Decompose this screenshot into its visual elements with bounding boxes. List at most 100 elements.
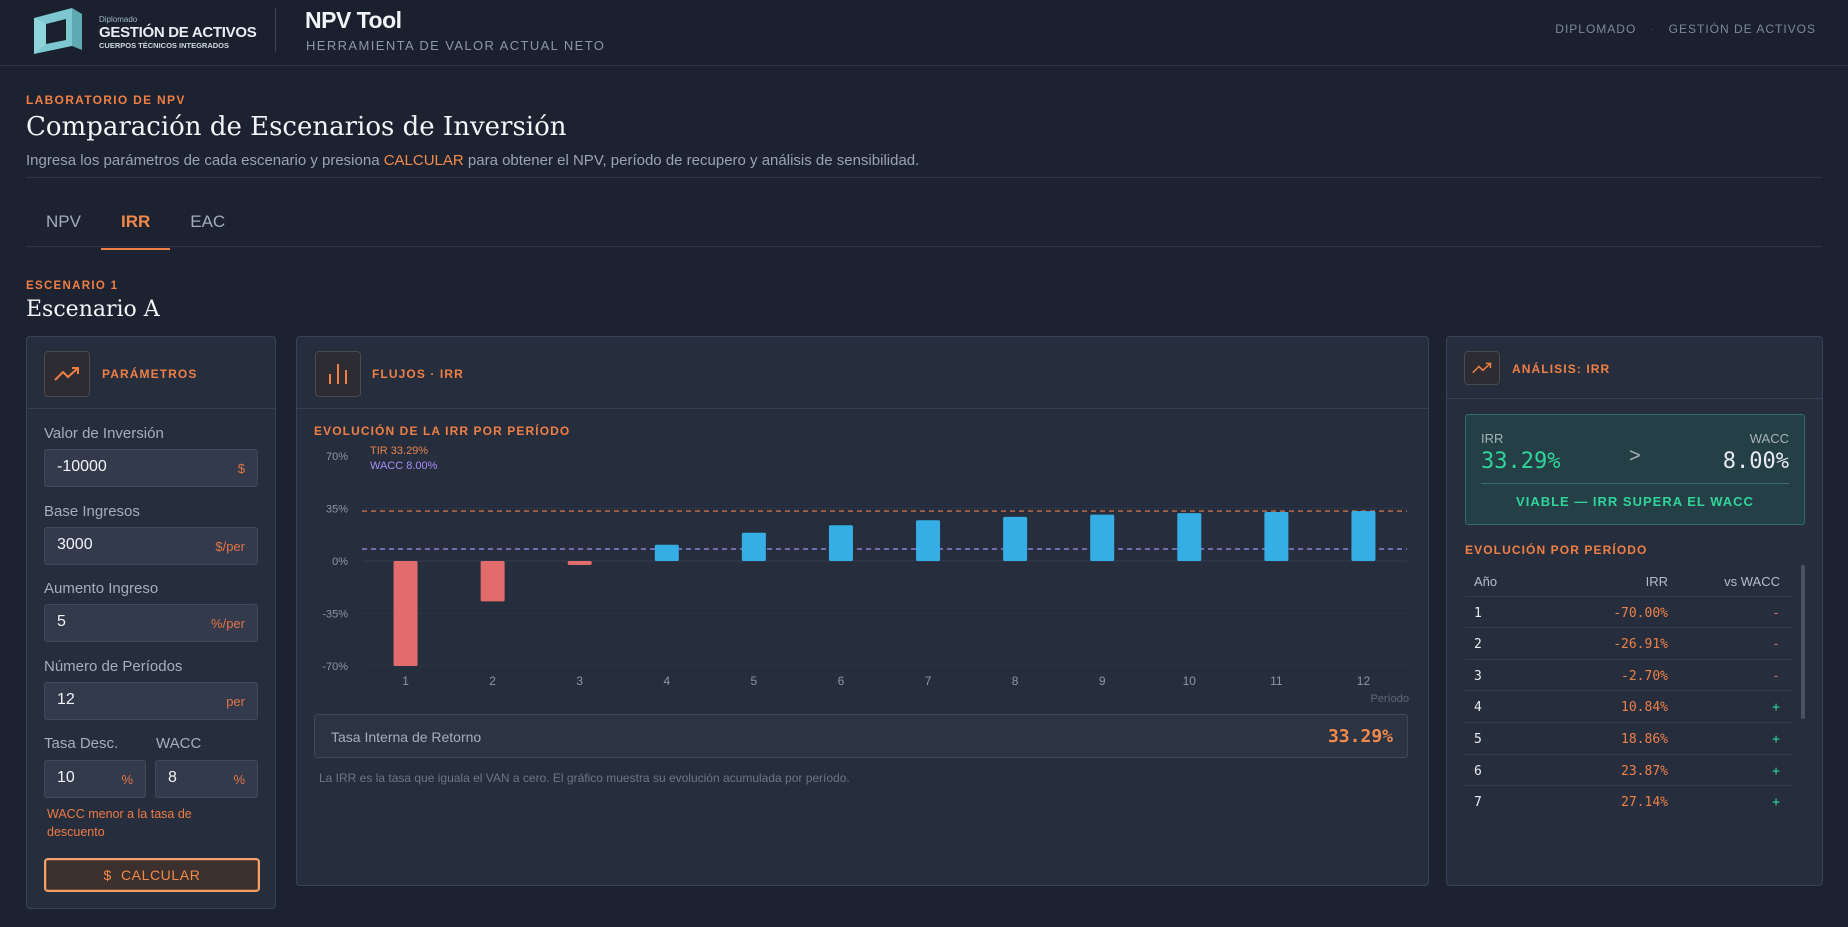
periods-field[interactable]: per (44, 682, 258, 720)
irr-vs-wacc-summary: IRR 33.29% > WACC 8.00% VIABLE — IRR SUP… (1465, 414, 1805, 525)
irr-bar (480, 561, 505, 602)
top-bar: Diplomado GESTIÓN DE ACTIVOS CUERPOS TÉC… (0, 0, 1848, 66)
x-tick-label: 1 (402, 674, 409, 688)
x-tick-label: 5 (751, 674, 758, 688)
row-year: 6 (1474, 763, 1482, 779)
x-tick-label: 11 (1270, 674, 1283, 688)
discount-rate-field[interactable]: % (44, 760, 146, 798)
table-header-row: Año IRR vs WACC (1465, 565, 1792, 597)
investment-field[interactable]: $ (44, 449, 258, 487)
x-tick-label: 9 (1099, 674, 1106, 688)
row-irr: 18.86% (1621, 731, 1668, 747)
wacc-input[interactable] (168, 769, 219, 787)
parameters-header: PARÁMETROS (102, 367, 198, 381)
wacc-warning-message: WACC menor a la tasa de descuento (47, 807, 192, 839)
irr-evolution-table[interactable]: Año IRR vs WACC 1 -70.00% - 2 -26.91% - … (1465, 565, 1792, 818)
table-row: 2 -26.91% - (1465, 628, 1792, 660)
base-income-input[interactable] (57, 536, 185, 554)
analysis-header: ANÁLISIS: IRR (1512, 362, 1611, 376)
viability-verdict: VIABLE — IRR SUPERA EL WACC (1516, 494, 1754, 509)
bar-chart-icon (315, 351, 361, 397)
y-tick-label: -70% (322, 661, 348, 673)
desc-highlight: CALCULAR (383, 152, 464, 169)
irr-result-bar: Tasa Interna de Retorno 33.29% (314, 714, 1408, 758)
x-tick-label: 4 (663, 674, 670, 688)
scenario-eyebrow: ESCENARIO 1 (26, 280, 119, 292)
tab-eac[interactable]: EAC (190, 212, 226, 231)
table-row: 5 18.86% + (1465, 723, 1792, 755)
x-tick-label: 12 (1357, 674, 1371, 688)
chart-footnote: La IRR es la tasa que iguala el VAN a ce… (319, 771, 850, 785)
income-increase-input[interactable] (57, 613, 185, 631)
irr-result-label: Tasa Interna de Retorno (331, 729, 482, 745)
x-tick-label: 3 (576, 674, 583, 688)
app-title: NPV Tool (305, 7, 402, 33)
evolution-label: EVOLUCIÓN POR PERÍODO (1465, 543, 1648, 557)
chart-subtitle: EVOLUCIÓN DE LA IRR POR PERÍODO (314, 424, 571, 438)
logo-cube-icon (34, 8, 82, 54)
table-scrollbar[interactable] (1801, 565, 1805, 719)
lab-eyebrow: LABORATORIO DE NPV (26, 93, 186, 107)
tab-irr[interactable]: IRR (100, 204, 171, 250)
periods-label: Número de Períodos (44, 658, 183, 675)
row-year: 1 (1474, 605, 1482, 621)
brand-logo[interactable]: Diplomado GESTIÓN DE ACTIVOS CUERPOS TÉC… (99, 15, 257, 50)
x-axis-label: Período (1370, 693, 1409, 704)
row-vs-wacc: + (1772, 763, 1780, 779)
brand-name: GESTIÓN DE ACTIVOS (99, 24, 257, 41)
tab-divider (26, 246, 1822, 247)
periods-input[interactable] (57, 691, 185, 709)
irr-bar (1177, 513, 1202, 561)
legend-entry: WACC 8.00% (370, 460, 438, 472)
row-vs-wacc: + (1772, 795, 1780, 811)
table-row: 7 27.14% + (1465, 786, 1792, 818)
irr-bar-chart: 70%35%0%-35%-70%TIR 33.29%WACC 8.00%1 2 3 4… (322, 445, 1409, 704)
row-year: 4 (1474, 700, 1482, 716)
irr-bar (741, 532, 766, 561)
intro-divider (26, 177, 1822, 178)
row-vs-wacc: - (1772, 668, 1780, 684)
irr-bar (916, 520, 941, 561)
base-income-label: Base Ingresos (44, 503, 140, 520)
nav-link-diplomado[interactable]: DIPLOMADO (1555, 22, 1637, 36)
row-irr: -70.00% (1613, 605, 1668, 621)
cashflow-header: FLUJOS · IRR (372, 367, 464, 381)
investment-input[interactable] (57, 458, 185, 476)
base-income-field[interactable]: $/per (44, 527, 258, 565)
calculate-button[interactable]: $ CALCULAR (44, 858, 260, 892)
col-vs-wacc-header: vs WACC (1724, 574, 1780, 589)
wacc-field[interactable]: % (155, 760, 258, 798)
income-increase-label: Aumento Ingreso (44, 580, 159, 597)
discount-rate-input[interactable] (57, 769, 107, 787)
desc-text-before: Ingresa los parámetros de cada escenario… (26, 152, 384, 169)
row-irr: 10.84% (1621, 700, 1668, 716)
summary-divider (1481, 483, 1789, 484)
irr-bar (567, 561, 592, 566)
desc-text-after: para obtener el NPV, período de recupero… (463, 152, 920, 169)
investment-label: Valor de Inversión (44, 425, 164, 442)
irr-summary-value: 33.29% (1481, 449, 1561, 474)
tab-npv[interactable]: NPV (46, 212, 81, 231)
table-row: 6 23.87% + (1465, 755, 1792, 787)
discount-rate-label: Tasa Desc. (44, 735, 119, 752)
nav-separator: · (1650, 23, 1655, 35)
col-year-header: Año (1474, 574, 1498, 589)
irr-bar (654, 544, 679, 561)
y-tick-label: -35% (322, 609, 348, 621)
nav-link-gestion-activos[interactable]: GESTIÓN DE ACTIVOS (1668, 22, 1816, 36)
brand-small: Diplomado (99, 15, 138, 24)
top-nav: DIPLOMADO · GESTIÓN DE ACTIVOS (1555, 22, 1816, 36)
table-row: 3 -2.70% - (1465, 660, 1792, 692)
y-tick-label: 0% (332, 556, 348, 568)
irr-bar (1090, 514, 1115, 561)
discount-rate-unit: % (121, 772, 133, 787)
irr-result-value: 33.29% (1327, 726, 1393, 747)
page-description: Ingresa los parámetros de cada escenario… (26, 152, 919, 169)
irr-bar (1351, 511, 1376, 561)
irr-bar (1264, 511, 1289, 561)
irr-bar (828, 525, 853, 561)
row-year: 7 (1474, 795, 1482, 811)
income-increase-field[interactable]: %/per (44, 604, 258, 642)
row-irr: 23.87% (1621, 763, 1668, 779)
irr-summary-label: IRR (1481, 431, 1504, 446)
